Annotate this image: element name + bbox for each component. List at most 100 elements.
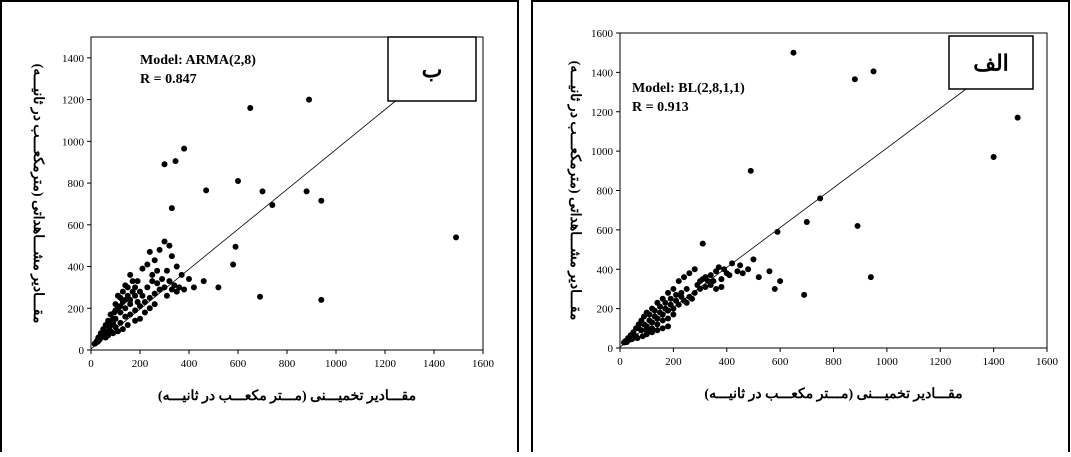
data-point: [654, 321, 661, 328]
data-point: [665, 289, 672, 296]
data-point: [646, 317, 653, 324]
data-point: [694, 282, 701, 288]
data-point: [203, 187, 210, 194]
data-point: [689, 295, 696, 302]
data-point: [139, 265, 146, 272]
data-point: [172, 158, 179, 165]
data-point: [710, 278, 717, 285]
y-tick-label: 400: [68, 262, 85, 274]
data-point: [657, 303, 664, 310]
x-tick-label: 1400: [983, 356, 1006, 368]
data-point: [161, 238, 168, 245]
x-tick-label: 800: [825, 356, 842, 368]
data-point: [667, 295, 674, 302]
data-point: [306, 96, 313, 103]
chart-panel-arma: 0 200 400 600 800 1000 1200 1400 1600 0 200 400 600 8…: [0, 0, 520, 452]
x-tick-label: 1200: [929, 356, 952, 368]
data-point: [867, 274, 874, 281]
data-point: [132, 292, 139, 299]
data-point: [673, 291, 680, 298]
y-tick-label: 400: [597, 264, 614, 276]
x-axis-title: مقـــادیر تخمیـــنی (مـــتر مکعـــب در ث…: [158, 388, 416, 404]
data-point: [718, 276, 725, 283]
y-tick-label: 0: [79, 345, 85, 357]
data-point: [635, 325, 642, 332]
x-tick-label: 800: [279, 358, 296, 370]
x-tick-label: 1600: [1036, 356, 1059, 368]
data-point: [777, 278, 784, 285]
data-point: [132, 307, 139, 314]
x-tick-label: 1000: [876, 356, 899, 368]
y-tick-label: 200: [68, 303, 85, 315]
y-tick-label: 1400: [62, 53, 85, 65]
data-point: [639, 333, 646, 340]
y-tick-label: 600: [68, 220, 85, 232]
data-point: [132, 317, 139, 324]
data-point: [122, 313, 129, 320]
data-point: [114, 292, 121, 299]
data-point: [678, 289, 685, 296]
data-point: [117, 303, 124, 310]
data-point: [675, 278, 682, 285]
data-point: [163, 267, 170, 274]
data-point: [168, 253, 175, 260]
data-point: [149, 278, 156, 285]
data-point: [149, 271, 156, 278]
data-point: [707, 272, 714, 279]
y-axis-title: مقـــادیر مشـــاهداتی (مترمکعـــب در ثان…: [567, 61, 583, 321]
x-tick-label: 600: [230, 358, 247, 370]
data-point: [129, 278, 136, 285]
data-point: [159, 276, 166, 283]
data-point: [755, 274, 762, 281]
r-value-label: R = 0.847: [140, 72, 197, 87]
data-point: [122, 305, 129, 312]
data-point: [737, 262, 744, 269]
data-point: [670, 285, 677, 292]
y-tick-label: 600: [597, 225, 614, 237]
panel-border: [531, 0, 1070, 452]
data-point: [127, 311, 134, 318]
data-point: [771, 285, 778, 292]
y-tick-label: 1200: [591, 107, 614, 119]
data-point: [651, 313, 658, 320]
x-tick-label: 400: [181, 358, 198, 370]
data-point: [181, 286, 188, 293]
data-point: [990, 154, 997, 161]
data-point: [1014, 114, 1021, 121]
data-point: [750, 256, 757, 263]
data-point: [122, 296, 129, 303]
data-point: [726, 272, 733, 279]
y-tick-label: 1200: [62, 95, 85, 107]
data-point: [141, 299, 148, 306]
model-label: Model: ARMA(2,8): [140, 53, 256, 68]
data-point: [124, 321, 131, 328]
data-point: [141, 309, 148, 316]
y-tick-label: 1600: [591, 28, 614, 40]
data-point: [168, 205, 175, 212]
data-point: [190, 284, 197, 291]
data-point: [623, 339, 630, 346]
data-point: [654, 327, 661, 334]
data-point: [681, 274, 688, 281]
data-point: [259, 188, 266, 195]
data-point: [106, 324, 113, 331]
data-point: [659, 325, 666, 332]
data-point: [691, 289, 698, 296]
data-point: [110, 319, 117, 326]
x-tick-label: 0: [88, 358, 94, 370]
panel-letter-box: [387, 36, 477, 102]
x-tick-label: 400: [719, 356, 736, 368]
data-point: [176, 284, 183, 291]
data-point: [127, 271, 134, 278]
data-point: [729, 260, 736, 267]
data-point: [646, 311, 653, 318]
x-tick-label: 600: [772, 356, 789, 368]
y-tick-label: 800: [68, 178, 85, 190]
panel-letter: الف: [973, 51, 1009, 76]
data-point: [107, 311, 114, 318]
data-point: [670, 311, 677, 318]
data-point: [662, 305, 669, 312]
data-point: [137, 288, 143, 295]
data-point: [699, 240, 706, 247]
data-point: [146, 248, 153, 255]
